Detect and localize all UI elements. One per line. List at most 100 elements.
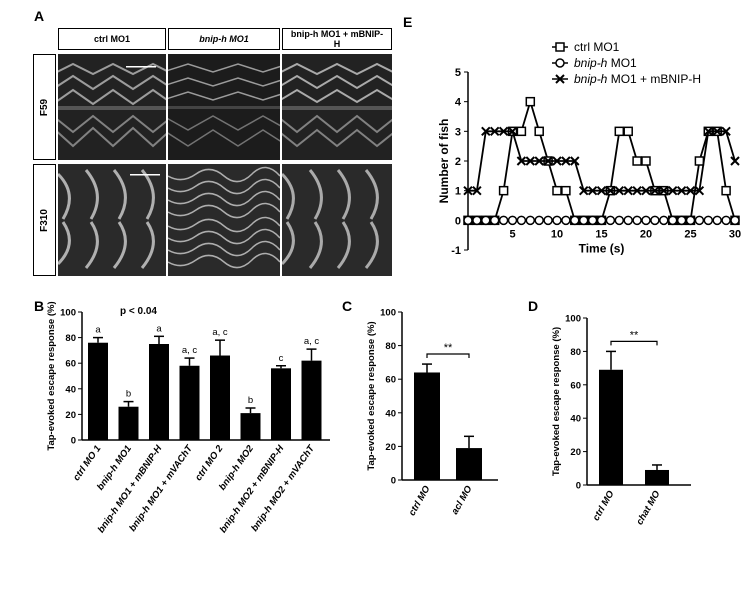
data-point: [694, 156, 705, 166]
x-tick-label: chat MO: [634, 488, 663, 526]
x-tick-label: ctrl MO: [591, 488, 617, 522]
data-point: [659, 215, 669, 226]
micrograph-f59-ctrl: [58, 54, 166, 160]
data-point: [498, 185, 509, 196]
data-point: [632, 215, 642, 226]
y-axis-label: Number of fish: [437, 119, 451, 204]
data-point: [498, 215, 509, 226]
legend-label: bnip-h MO1: [574, 56, 637, 70]
column-label: bnip-h MO1 + mBNIP-H: [290, 29, 384, 49]
significance-letter: a, c: [304, 336, 320, 347]
micrograph-f59-bnip-h: [168, 54, 280, 160]
y-tick-label: 2: [455, 156, 461, 168]
bar: [88, 342, 108, 440]
column-label: ctrl MO1: [93, 34, 130, 44]
data-point: [587, 185, 598, 196]
data-point: [641, 156, 651, 166]
data-point: [507, 126, 518, 137]
row-header-f59: F59: [33, 54, 56, 160]
y-tick-label: 1: [455, 186, 461, 198]
data-point: [534, 126, 544, 137]
data-point: [489, 126, 500, 137]
data-point: [721, 215, 731, 226]
data-point: [596, 185, 607, 196]
bar: [118, 406, 139, 440]
significance-letter: b: [248, 395, 253, 406]
data-point: [481, 126, 491, 137]
data-point: [614, 126, 625, 137]
x-tick-label: ctrl MO 2: [193, 443, 226, 483]
data-point: [525, 215, 536, 226]
y-tick-label: 0: [391, 476, 396, 487]
data-point: [730, 215, 740, 226]
data-point: [507, 215, 518, 226]
y-tick-label: 20: [385, 442, 396, 453]
row-label: F310: [39, 208, 51, 232]
data-point: [587, 215, 598, 226]
data-point: [730, 156, 740, 166]
data-point: [543, 215, 553, 226]
legend-label: ctrl MO1: [574, 40, 620, 54]
significance-marker: **: [630, 329, 639, 341]
data-point: [614, 185, 625, 196]
y-tick-label: 20: [570, 447, 581, 458]
data-point: [712, 126, 722, 137]
legend-marker: [555, 74, 565, 84]
bar: [599, 369, 623, 485]
data-point: [578, 215, 589, 226]
data-point: [721, 126, 731, 137]
x-axis-label: Time (s): [579, 241, 625, 255]
y-tick-label: 60: [65, 359, 76, 370]
data-point: [685, 185, 696, 196]
data-point: [641, 215, 651, 226]
y-tick-label: 40: [65, 384, 76, 395]
data-point: [605, 185, 616, 196]
data-point: [703, 126, 714, 137]
panel-d-label: D: [528, 298, 539, 314]
y-axis-label: Tap-evoked escape response (%): [366, 321, 377, 470]
legend-label: bnip-h MO1 + mBNIP-H: [574, 72, 701, 86]
data-point: [561, 185, 571, 196]
micrograph-f310-bnip-h: [168, 164, 280, 276]
data-point: [570, 215, 580, 226]
significance-letter: a, c: [212, 327, 228, 338]
data-point: [516, 215, 527, 226]
data-point: [561, 215, 571, 226]
bar: [210, 355, 230, 440]
data-point: [676, 185, 687, 196]
y-tick-label: 0: [576, 481, 581, 492]
data-point: [578, 185, 589, 196]
micrograph-f59-rescue: [282, 54, 392, 160]
column-header-bnip-h-mo1: bnip-h MO1: [168, 28, 280, 50]
data-point: [525, 96, 536, 107]
data-point: [498, 126, 509, 137]
data-point: [623, 126, 633, 137]
data-point: [472, 185, 482, 196]
data-point: [552, 215, 562, 226]
data-point: [659, 185, 669, 196]
y-tick-label: 100: [565, 314, 581, 325]
panel-e-label: E: [403, 14, 413, 30]
panel-c-label: C: [342, 298, 353, 314]
data-point: [712, 215, 722, 226]
data-point: [570, 156, 580, 166]
bar: [301, 360, 322, 440]
data-point: [685, 215, 696, 226]
x-tick-label: 5: [509, 228, 515, 240]
y-tick-label: 60: [385, 375, 396, 386]
bar: [271, 368, 291, 440]
significance-marker: **: [444, 342, 453, 354]
y-axis-label: Tap-evoked escape response (%): [551, 327, 562, 476]
x-tick-label: 10: [551, 228, 563, 240]
row-header-f310: F310: [33, 164, 56, 276]
y-tick-label: 0: [455, 215, 461, 227]
y-tick-label: 60: [570, 380, 581, 391]
y-tick-label: 80: [385, 341, 396, 352]
y-tick-label: 80: [65, 333, 76, 344]
data-point: [525, 156, 536, 166]
data-point: [596, 215, 607, 226]
significance-letter: a: [156, 323, 162, 334]
y-tick-label: 40: [385, 408, 396, 419]
bar: [149, 344, 169, 440]
